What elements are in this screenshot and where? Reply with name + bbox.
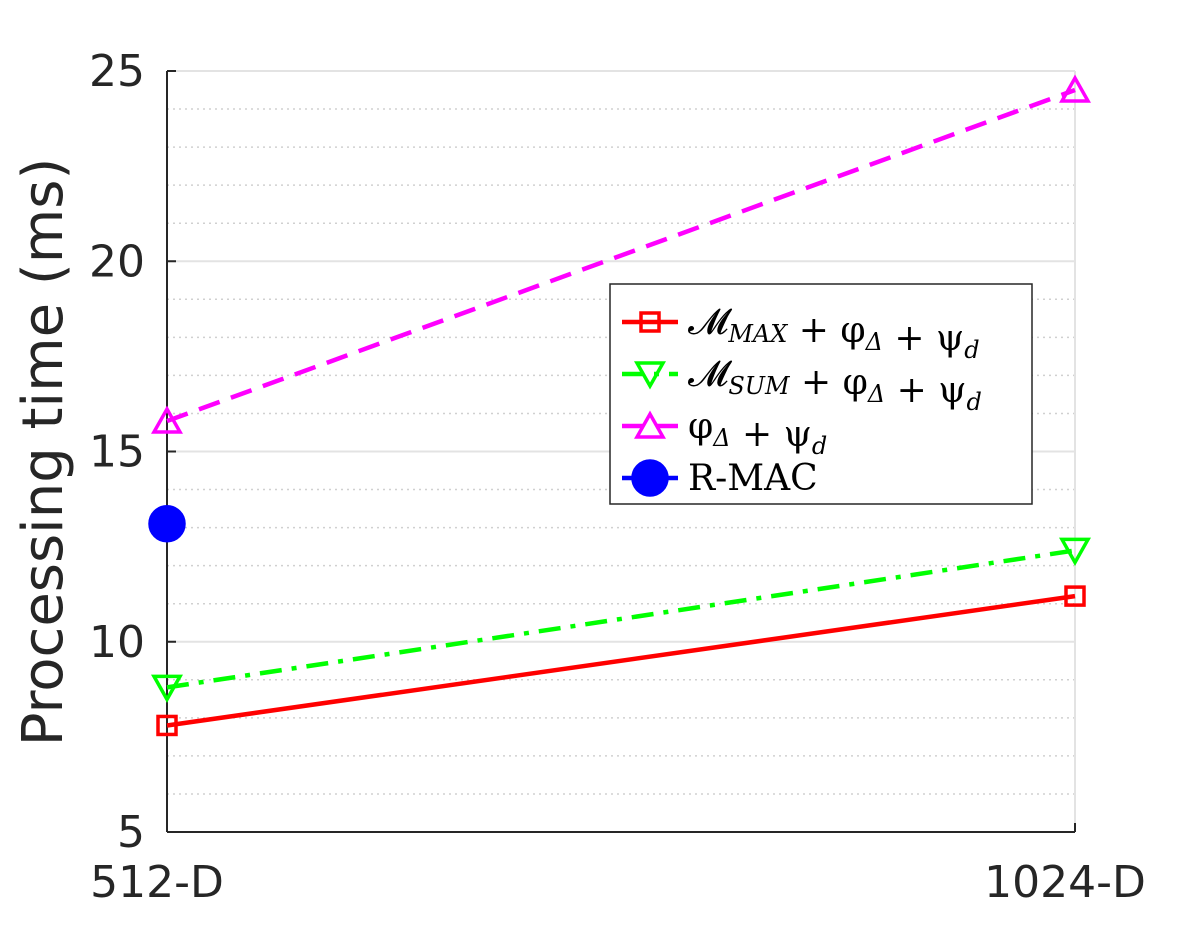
axes — [166, 70, 1076, 833]
legend-label: 𝓜MAX + φΔ + ψd — [688, 302, 980, 364]
data-point — [156, 714, 178, 737]
legend-box — [609, 283, 1033, 505]
legend-label: φΔ + ψd — [688, 406, 827, 460]
y-tick-label: 25 — [89, 46, 145, 97]
legend-item: 𝓜SUM + φΔ + ψd — [622, 354, 982, 416]
legend-item: φΔ + ψd — [622, 406, 827, 460]
legend-marker-sample — [634, 361, 666, 390]
y-tick-label: 5 — [117, 807, 145, 858]
legend-label: 𝓜SUM + φΔ + ψd — [688, 354, 982, 416]
data-point — [1059, 537, 1091, 566]
x-tick-label: 1024-D — [984, 857, 1146, 908]
tick-labels: 5 10 15 20 25 512-D 1024-D — [89, 46, 1146, 908]
y-axis-label: Processing time (ms) — [11, 158, 76, 747]
data-point — [1059, 74, 1091, 103]
series-1 — [156, 585, 1086, 737]
data-point — [151, 405, 183, 434]
legend-marker-sample — [634, 410, 666, 439]
series-layer — [148, 74, 1091, 737]
x-tick-label: 512-D — [90, 857, 224, 908]
series-line — [166, 87, 1076, 424]
series-line — [166, 548, 1076, 690]
data-point — [151, 674, 183, 703]
legend-item: R-MAC — [622, 458, 818, 499]
legend-marker-sample — [631, 459, 669, 497]
y-tick-label: 10 — [89, 617, 145, 668]
series-line — [166, 593, 1076, 728]
legend-label: R-MAC — [688, 458, 818, 499]
y-tick-label: 15 — [89, 427, 145, 478]
series-2 — [151, 537, 1091, 703]
legend-item: 𝓜MAX + φΔ + ψd — [622, 302, 980, 364]
series-3 — [151, 74, 1091, 434]
series-4 — [148, 505, 186, 543]
legend-marker-sample — [639, 311, 661, 333]
y-tick-label: 20 — [89, 236, 145, 287]
data-point — [148, 505, 186, 543]
data-point — [1064, 585, 1086, 607]
